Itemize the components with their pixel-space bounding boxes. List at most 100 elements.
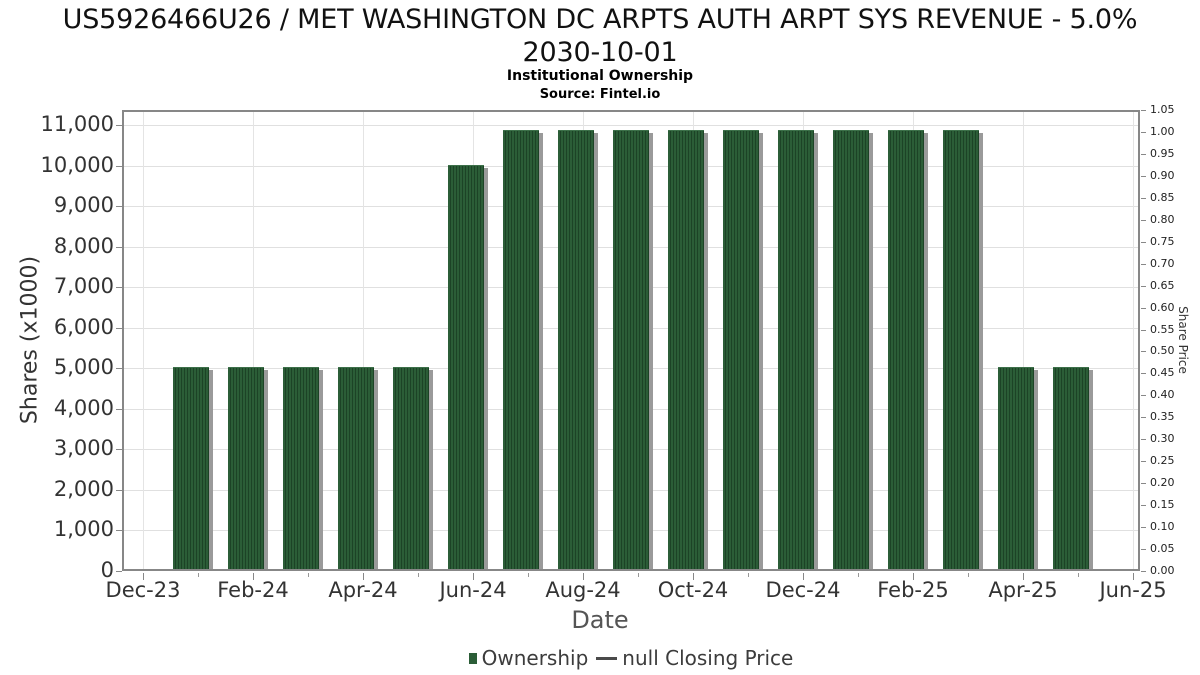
x-axis-title: Date	[571, 606, 629, 634]
y-axis-left-tick-label: 0	[100, 558, 114, 582]
x-axis-tick-label: Jun-25	[1099, 578, 1167, 602]
y-axis-left-tick-label: 2,000	[53, 476, 114, 501]
x-axis-minor-tick	[858, 573, 859, 577]
y-axis-right-tick	[1141, 373, 1146, 375]
chart-title-line1: US5926466U26 / MET WASHINGTON DC ARPTS A…	[62, 4, 1138, 35]
y-axis-right-tick	[1141, 351, 1146, 353]
y-axis-right-tick-label: 1.00	[1150, 124, 1175, 138]
y-axis-right-tick	[1141, 527, 1146, 529]
y-axis-left-tick-label: 3,000	[53, 436, 114, 461]
y-axis-left-tick-label: 1,000	[53, 517, 114, 542]
gridline-vertical	[1133, 110, 1134, 571]
gridline-vertical	[143, 110, 144, 571]
ownership-bar	[173, 367, 209, 571]
y-axis-left-tick-label: 9,000	[53, 193, 114, 218]
y-axis-right-tick-label: 1.05	[1150, 103, 1175, 116]
y-axis-left-tick	[116, 327, 122, 329]
x-axis-major-tick	[1133, 573, 1134, 580]
ownership-bar	[998, 367, 1034, 571]
gridline-vertical	[253, 110, 254, 571]
y-axis-left-tick	[116, 408, 122, 410]
y-axis-right-tick-label: 0.05	[1150, 542, 1175, 556]
y-axis-right-tick-label: 0.70	[1150, 256, 1175, 270]
ownership-bar	[613, 130, 649, 571]
ownership-bar	[393, 367, 429, 571]
x-axis-tick-label: Apr-25	[988, 578, 1058, 602]
ownership-bar	[228, 367, 264, 571]
ownership-bar	[888, 130, 924, 571]
ownership-bar	[338, 367, 374, 571]
y-axis-right-tick	[1141, 131, 1146, 133]
x-axis-tick-label: Oct-24	[657, 578, 729, 602]
y-axis-right-tick	[1141, 549, 1146, 551]
y-axis-right-tick-label: 0.40	[1150, 388, 1175, 402]
y-axis-right-tick	[1141, 285, 1146, 287]
y-axis-right-tick-label: 0.30	[1150, 432, 1175, 446]
legend-item-ownership[interactable]: Ownership	[468, 646, 589, 670]
x-axis-tick-label: Dec-23	[105, 578, 181, 602]
ownership-bar	[448, 164, 484, 571]
ownership-bar	[723, 130, 759, 571]
x-axis-major-tick	[913, 573, 914, 580]
gridline-vertical	[1023, 110, 1024, 571]
x-axis-tick-label: Feb-25	[877, 578, 949, 602]
y-axis-right-tick-label: 0.90	[1150, 168, 1175, 182]
y-axis-left-tick	[116, 125, 122, 127]
y-axis-left-tick-label: 4,000	[53, 395, 114, 420]
x-axis-minor-tick	[418, 573, 419, 577]
y-axis-right-tick	[1141, 307, 1146, 309]
plot-area	[122, 110, 1140, 571]
y-axis-left-tick	[116, 246, 122, 248]
y-axis-left-tick-label: 5,000	[53, 355, 114, 380]
y-axis-right-tick	[1141, 505, 1146, 507]
y-axis-right-tick	[1141, 329, 1146, 331]
y-axis-left-tick	[116, 571, 122, 572]
y-axis-left-tick	[116, 530, 122, 532]
x-axis-major-tick	[583, 573, 584, 580]
x-axis-major-tick	[803, 573, 804, 580]
y-axis-right-tick	[1141, 483, 1146, 485]
y-axis-right-tick-label: 0.85	[1150, 190, 1175, 204]
y-axis-title-left: Shares (x1000)	[17, 255, 43, 425]
gridline-vertical	[363, 110, 364, 571]
x-axis-minor-tick	[528, 573, 529, 577]
ownership-bar	[778, 130, 814, 571]
y-axis-right-tick-label: 0.55	[1150, 322, 1175, 336]
y-axis-left-tick	[116, 368, 122, 370]
gridline-horizontal	[122, 125, 1140, 127]
x-axis-tick-label: Apr-24	[328, 578, 398, 602]
y-axis-left-tick	[116, 449, 122, 451]
y-axis-left-tick	[116, 287, 122, 289]
x-axis-tick-label: Feb-24	[217, 578, 289, 602]
y-axis-left-tick-label: 7,000	[53, 274, 114, 299]
chart-source-credit: Source: Fintel.io	[539, 87, 661, 102]
y-axis-right-tick	[1141, 219, 1146, 221]
y-axis-left-tick	[116, 165, 122, 167]
y-axis-right-tick	[1141, 110, 1146, 111]
y-axis-right-tick	[1141, 241, 1146, 243]
y-axis-right-tick-label: 0.00	[1150, 564, 1175, 577]
x-axis-major-tick	[473, 573, 474, 580]
y-axis-right-tick-label: 0.10	[1150, 520, 1175, 534]
ownership-bar	[1053, 367, 1089, 571]
x-axis-minor-tick	[308, 573, 309, 577]
ownership-bar	[668, 130, 704, 571]
x-axis-tick-label: Aug-24	[545, 578, 621, 602]
y-axis-left-tick-label: 8,000	[53, 233, 114, 258]
ownership-series-swatch-icon	[468, 652, 477, 664]
y-axis-right-tick-label: 0.60	[1150, 300, 1175, 314]
y-axis-right-tick	[1141, 417, 1146, 419]
x-axis-major-tick	[143, 573, 144, 580]
legend-item-ownership-label: Ownership	[481, 646, 589, 670]
y-axis-right-tick	[1141, 263, 1146, 265]
y-axis-right-tick-label: 0.75	[1150, 234, 1175, 248]
x-axis-minor-tick	[638, 573, 639, 577]
ownership-bar	[833, 130, 869, 571]
y-axis-right-tick-label: 0.35	[1150, 410, 1175, 424]
legend-item-closing-price[interactable]: null Closing Price	[596, 646, 793, 670]
y-axis-left-tick	[116, 489, 122, 491]
y-axis-right-tick	[1141, 153, 1146, 155]
y-axis-right-tick-label: 0.80	[1150, 212, 1175, 226]
x-axis-tick-label: Dec-24	[765, 578, 841, 602]
